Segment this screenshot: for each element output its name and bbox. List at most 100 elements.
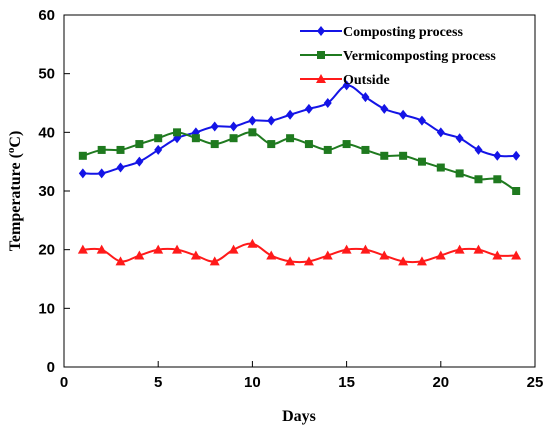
y-tick-label: 0 bbox=[47, 359, 55, 376]
data-point bbox=[116, 162, 125, 173]
data-point bbox=[512, 150, 521, 161]
data-point bbox=[380, 103, 389, 114]
data-point bbox=[172, 244, 183, 254]
data-point bbox=[115, 256, 126, 266]
data-point bbox=[285, 256, 296, 266]
data-point bbox=[134, 250, 145, 260]
data-point bbox=[304, 140, 313, 149]
data-point bbox=[341, 244, 352, 254]
data-point bbox=[511, 250, 522, 260]
data-point bbox=[435, 250, 446, 260]
data-point bbox=[229, 121, 238, 132]
data-point bbox=[303, 256, 314, 266]
y-tick-label: 50 bbox=[38, 66, 55, 83]
x-tick-label: 5 bbox=[154, 374, 162, 391]
data-point bbox=[436, 163, 445, 172]
data-point bbox=[190, 250, 201, 260]
data-point bbox=[228, 244, 239, 254]
data-point bbox=[493, 150, 502, 161]
data-point bbox=[455, 169, 464, 178]
data-point bbox=[474, 175, 483, 184]
data-point bbox=[454, 244, 465, 254]
data-point bbox=[77, 244, 88, 254]
data-point bbox=[154, 144, 163, 155]
data-point bbox=[266, 250, 277, 260]
axis-ticks: 0 5 10 15 20 25 0 10 20 30 40 50 60 bbox=[38, 7, 543, 391]
data-point bbox=[135, 156, 144, 167]
data-point bbox=[379, 250, 390, 260]
data-point bbox=[342, 80, 351, 91]
data-point bbox=[267, 115, 276, 126]
y-axis-title-main: Temperature ( bbox=[7, 153, 24, 251]
data-point bbox=[399, 151, 408, 160]
plot-frame bbox=[63, 14, 536, 368]
data-point bbox=[436, 127, 445, 138]
data-point bbox=[361, 92, 370, 103]
legend-label: Composting process bbox=[343, 25, 463, 40]
y-tick-label: 20 bbox=[38, 242, 55, 259]
legend-item: Outside bbox=[300, 73, 390, 88]
data-point bbox=[286, 109, 295, 120]
data-point bbox=[210, 121, 219, 132]
series-line bbox=[82, 131, 517, 192]
data-point bbox=[210, 140, 219, 149]
data-point bbox=[380, 151, 389, 160]
data-point bbox=[229, 134, 238, 143]
data-point bbox=[417, 115, 426, 126]
data-point bbox=[399, 109, 408, 120]
data-point bbox=[323, 145, 332, 154]
data-point bbox=[191, 134, 200, 143]
data-point bbox=[455, 133, 464, 144]
data-point bbox=[97, 168, 106, 179]
data-point bbox=[323, 98, 332, 108]
series-line bbox=[82, 84, 517, 175]
legend-marker bbox=[317, 51, 325, 59]
data-point bbox=[154, 134, 163, 143]
data-point bbox=[135, 140, 144, 149]
y-tick-label: 10 bbox=[38, 300, 55, 317]
data-point bbox=[248, 128, 257, 137]
x-tick-label: 15 bbox=[338, 374, 355, 391]
x-axis-title: Days bbox=[282, 408, 316, 425]
x-tick-label: 25 bbox=[527, 374, 544, 391]
data-point bbox=[473, 244, 484, 254]
legend-marker bbox=[317, 26, 325, 36]
data-point bbox=[492, 250, 503, 260]
data-point bbox=[398, 256, 409, 266]
data-point bbox=[322, 250, 333, 260]
data-point bbox=[304, 103, 313, 114]
series-layer bbox=[77, 80, 522, 266]
data-point bbox=[286, 134, 295, 143]
series-square-group bbox=[78, 128, 521, 195]
y-axis-title: Temperature (oC) bbox=[5, 131, 24, 252]
y-axis-title-superscript: o bbox=[5, 147, 17, 153]
data-point bbox=[360, 244, 371, 254]
series-triangle-group bbox=[77, 238, 522, 266]
data-point bbox=[78, 168, 87, 179]
data-point bbox=[417, 157, 426, 166]
legend-item: Vermicomposting process bbox=[300, 49, 496, 64]
data-point bbox=[96, 244, 107, 254]
legend-marker bbox=[316, 74, 326, 83]
y-axis-title-end: C) bbox=[7, 131, 24, 148]
series-diamond-group bbox=[78, 80, 521, 179]
data-point bbox=[493, 175, 502, 184]
data-point bbox=[116, 145, 125, 154]
data-point bbox=[153, 244, 164, 254]
series-line bbox=[82, 242, 517, 264]
data-point bbox=[173, 128, 182, 137]
legend-item: Composting process bbox=[300, 25, 463, 40]
data-point bbox=[78, 151, 87, 160]
legend-label: Vermicomposting process bbox=[343, 49, 496, 64]
data-point bbox=[247, 238, 258, 248]
y-tick-label: 40 bbox=[38, 124, 55, 141]
data-point bbox=[512, 187, 521, 195]
data-point bbox=[474, 144, 483, 155]
data-point bbox=[97, 145, 106, 154]
x-tick-label: 10 bbox=[244, 374, 261, 391]
x-tick-label: 20 bbox=[432, 374, 449, 391]
data-point bbox=[342, 140, 351, 149]
legend: Composting process Vermicomposting proces… bbox=[300, 25, 496, 88]
data-point bbox=[209, 256, 220, 266]
